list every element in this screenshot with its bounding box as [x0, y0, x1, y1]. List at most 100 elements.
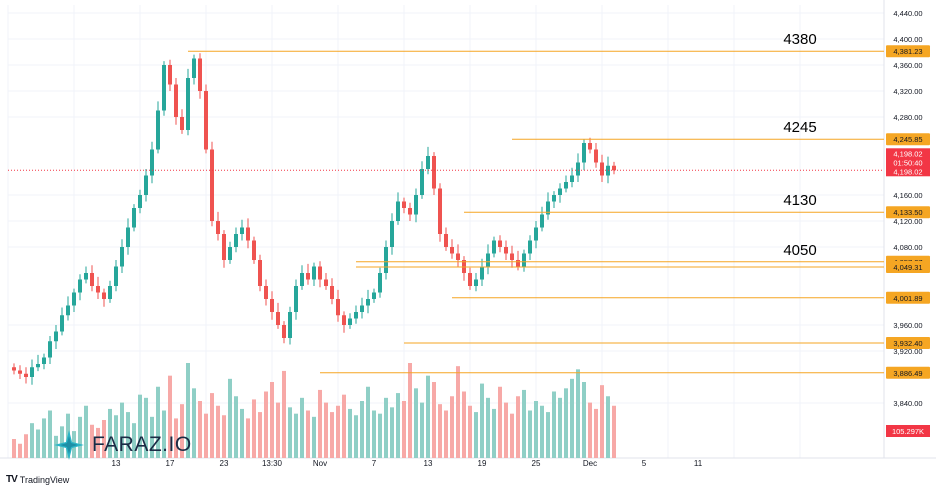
candle-body[interactable]	[288, 312, 292, 338]
candle-body[interactable]	[282, 325, 286, 338]
candle-body[interactable]	[294, 286, 298, 312]
candle-body[interactable]	[60, 315, 64, 332]
level-price-tag[interactable]	[886, 206, 930, 219]
candle-body[interactable]	[366, 299, 370, 306]
candle-body[interactable]	[552, 195, 556, 202]
candle-body[interactable]	[36, 364, 40, 368]
candle-body[interactable]	[378, 273, 382, 293]
candle-body[interactable]	[312, 266, 316, 280]
candle-body[interactable]	[450, 247, 454, 254]
candle-body[interactable]	[144, 175, 148, 196]
candle-body[interactable]	[90, 273, 94, 286]
candle-body[interactable]	[102, 292, 106, 300]
level-price-tag[interactable]	[886, 260, 930, 273]
candle-body[interactable]	[522, 253, 526, 267]
level-price-tag[interactable]	[886, 366, 930, 379]
candle-body[interactable]	[360, 305, 364, 313]
candle-body[interactable]	[198, 58, 202, 92]
candle-body[interactable]	[228, 247, 232, 260]
candle-body[interactable]	[432, 156, 436, 189]
candle-body[interactable]	[150, 149, 154, 176]
candle-body[interactable]	[174, 84, 178, 118]
candle-body[interactable]	[108, 286, 112, 299]
current-price-tag[interactable]	[886, 148, 930, 177]
candle-body[interactable]	[78, 279, 82, 293]
candle-body[interactable]	[54, 331, 58, 342]
level-price-tag[interactable]	[886, 336, 930, 349]
candle-body[interactable]	[246, 227, 250, 241]
candle-body[interactable]	[474, 279, 478, 287]
candle-body[interactable]	[186, 78, 190, 130]
candle-body[interactable]	[576, 162, 580, 176]
candle-body[interactable]	[138, 195, 142, 208]
candle-body[interactable]	[96, 286, 100, 293]
candle-body[interactable]	[396, 201, 400, 222]
candle-body[interactable]	[126, 227, 130, 248]
candle-body[interactable]	[330, 286, 334, 299]
candle-body[interactable]	[336, 299, 340, 316]
candle-body[interactable]	[276, 312, 280, 325]
level-price-tag[interactable]	[886, 291, 930, 304]
candle-body[interactable]	[300, 273, 304, 286]
candle-body[interactable]	[114, 266, 118, 287]
candle-body[interactable]	[384, 247, 388, 273]
candle-body[interactable]	[210, 149, 214, 222]
candle-body[interactable]	[222, 234, 226, 260]
candle-body[interactable]	[426, 156, 430, 169]
level-price-tag[interactable]	[886, 45, 930, 58]
candle-body[interactable]	[402, 201, 406, 209]
candle-body[interactable]	[420, 169, 424, 195]
candle-body[interactable]	[168, 65, 172, 85]
time-axis[interactable]: 13 17 23 13:30 Nov 7 13 19 25 Dec 5 11	[112, 459, 703, 468]
candle-body[interactable]	[192, 58, 196, 79]
candle-body[interactable]	[534, 227, 538, 241]
candle-body[interactable]	[414, 195, 418, 215]
candle-body[interactable]	[348, 318, 352, 326]
candle-body[interactable]	[132, 208, 136, 228]
candle-body[interactable]	[270, 299, 274, 312]
candle-body[interactable]	[564, 182, 568, 189]
candle-body[interactable]	[456, 253, 460, 261]
candle-body[interactable]	[546, 201, 550, 215]
candle-body[interactable]	[510, 253, 514, 261]
candle-body[interactable]	[72, 292, 76, 306]
support-resistance-levels[interactable]: 4,381.2343804,245.8542454,133.5041304,05…	[8, 31, 930, 379]
candle-body[interactable]	[600, 162, 604, 176]
level-price-tag[interactable]	[886, 133, 930, 146]
tradingview-logo[interactable]: TV TradingView	[6, 474, 69, 485]
candle-body[interactable]	[540, 214, 544, 228]
candle-body[interactable]	[18, 370, 22, 374]
candle-body[interactable]	[216, 221, 220, 234]
candle-body[interactable]	[594, 149, 598, 163]
candle-body[interactable]	[240, 227, 244, 235]
candle-body[interactable]	[84, 273, 88, 280]
candle-body[interactable]	[30, 367, 34, 377]
candle-body[interactable]	[582, 143, 586, 163]
candle-body[interactable]	[42, 357, 46, 365]
candle-body[interactable]	[498, 240, 502, 248]
candle-body[interactable]	[516, 260, 520, 267]
candle-body[interactable]	[390, 221, 394, 247]
candle-body[interactable]	[324, 279, 328, 287]
candle-body[interactable]	[486, 253, 490, 267]
candle-body[interactable]	[438, 188, 442, 235]
candle-body[interactable]	[162, 65, 166, 111]
price-axis[interactable]: 4,440.00 4,400.00 4,360.00 4,320.00 4,280.00…	[886, 9, 930, 437]
candle-body[interactable]	[504, 247, 508, 254]
candle-body[interactable]	[354, 312, 358, 319]
candle-body[interactable]	[66, 305, 70, 316]
candle-body[interactable]	[444, 234, 448, 247]
candle-body[interactable]	[318, 266, 322, 280]
candle-body[interactable]	[480, 266, 484, 280]
candle-body[interactable]	[24, 373, 28, 377]
candle-body[interactable]	[570, 175, 574, 183]
candle-body[interactable]	[48, 341, 52, 358]
candle-body[interactable]	[264, 286, 268, 299]
candle-body[interactable]	[468, 273, 472, 286]
candle-body[interactable]	[612, 165, 616, 171]
candle-body[interactable]	[408, 208, 412, 215]
candle-body[interactable]	[528, 240, 532, 254]
candle-body[interactable]	[180, 117, 184, 130]
candle-body[interactable]	[558, 188, 562, 196]
